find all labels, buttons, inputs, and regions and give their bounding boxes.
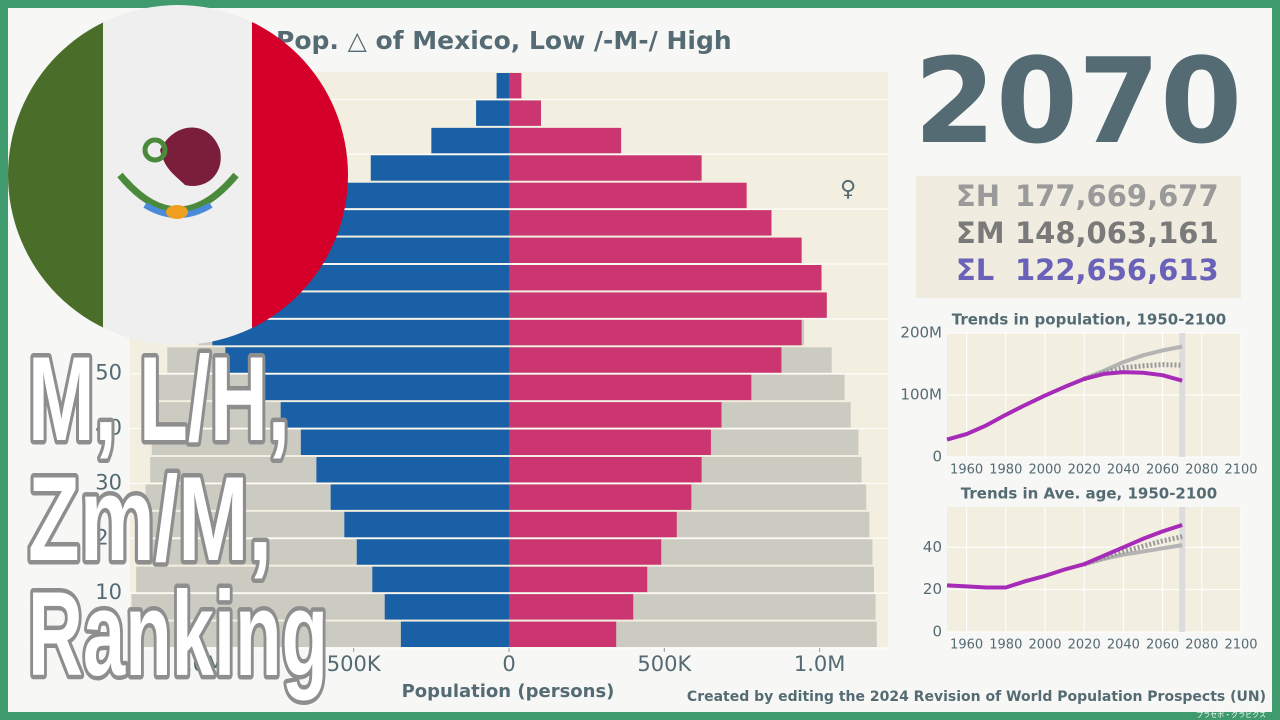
y-tick-label: 20 [95, 525, 122, 549]
x-tick-label: 2080 [1185, 638, 1218, 653]
bar [372, 566, 509, 593]
x-tick-label: 1960 [950, 638, 983, 653]
bar [384, 594, 509, 620]
chart-title: Pop. △ of Mexico, Low /-M-/ High [276, 26, 732, 55]
y-tick-label: 30 [95, 470, 122, 494]
total-value: 148,063,161 [1015, 216, 1219, 250]
x-tick-label: 2040 [1107, 638, 1140, 653]
x-tick-label: 1960 [950, 463, 983, 478]
bar [509, 566, 648, 593]
bar [509, 292, 827, 318]
bar [509, 100, 541, 126]
bar [509, 182, 747, 209]
bar [509, 319, 802, 346]
y-tick-label: 0 [932, 448, 942, 466]
trend-line [946, 370, 1183, 442]
bar [509, 155, 702, 181]
current-year-band [1179, 507, 1186, 632]
credit: Created by editing the 2024 Revision of … [687, 689, 1266, 705]
x-tick-label: 2100 [1224, 463, 1257, 478]
y-tick-label: 40 [923, 538, 942, 556]
bar [316, 457, 509, 483]
y-tick-label: 50 [95, 361, 122, 385]
bar [320, 182, 509, 209]
bar [280, 402, 509, 428]
y-tick-label: 10 [95, 580, 122, 604]
overlay-line: M, L/H, [28, 332, 290, 466]
y-tick-label: 20 [923, 580, 942, 598]
x-tick-label: 2000 [1028, 638, 1061, 653]
bar [509, 265, 822, 291]
x-tick-label: 500K [327, 652, 382, 676]
x-tick-label: 2060 [1146, 463, 1179, 478]
x-tick-label: 2060 [1146, 638, 1179, 653]
trend-line [946, 523, 1183, 590]
bar [431, 127, 509, 154]
totals-box [916, 176, 1241, 298]
bar [225, 347, 509, 373]
x-tick-label: 0 [502, 652, 515, 676]
x-tick-label: 2080 [1185, 463, 1218, 478]
total-value: 122,656,613 [1015, 253, 1219, 287]
bar [509, 484, 692, 510]
bar [509, 402, 722, 428]
bar [509, 621, 617, 647]
overlay-text: M, L/H,Zm/M,Ranking [24, 328, 333, 706]
y-tick-label: 100M [900, 386, 942, 404]
totals: ΣH 177,669,677 ΣM 148,063,161 ΣL 122,656,613 [956, 179, 1219, 287]
x-tick-label: 500K [637, 652, 692, 676]
bar [400, 621, 509, 647]
bar [344, 511, 509, 538]
bar [509, 429, 711, 455]
y-tick-label: 0 [932, 623, 942, 641]
total-value: 177,669,677 [1015, 179, 1219, 213]
chart-subtitle: Trends in Ave. age, 1950-2100 [961, 485, 1217, 503]
overlay-line: Ranking [28, 567, 328, 701]
bar [509, 511, 677, 538]
bar [509, 237, 802, 263]
x-tick-label: 2000 [1028, 463, 1061, 478]
total-label: ΣM [956, 216, 1005, 250]
bar [509, 374, 752, 401]
bar [330, 484, 509, 510]
year: 2070 [914, 32, 1242, 170]
x-tick-label: 2100 [1224, 638, 1257, 653]
x-tick-label: 1980 [989, 463, 1022, 478]
total-label: ΣH [956, 179, 1000, 213]
plot-area [947, 507, 1241, 632]
x-tick-label: 1.0M [173, 652, 225, 676]
bar [509, 127, 622, 154]
charts: 01020304050607080901001.0M500K0500K1.0MT… [82, 72, 1258, 676]
bar [370, 155, 509, 181]
chart-subtitle: Trends in population, 1950-2100 [952, 311, 1226, 329]
x-tick-label: 2020 [1068, 463, 1101, 478]
x-tick-label: 1.0M [794, 652, 846, 676]
female-symbol: ♀ [840, 177, 856, 202]
bar [251, 374, 509, 401]
bar [300, 429, 509, 455]
bar [509, 73, 522, 99]
x-tick-label: 2020 [1068, 638, 1101, 653]
y-tick-label: 0 [109, 635, 122, 659]
x-tick-label: 1980 [989, 638, 1022, 653]
bar [212, 319, 509, 346]
x-axis-label: Population (persons) [402, 681, 615, 702]
bar [509, 594, 634, 620]
x-tick-label: 2040 [1107, 463, 1140, 478]
bar [509, 457, 702, 483]
watermark: プラセボ・グラビクス [1196, 710, 1266, 719]
bar [509, 539, 662, 565]
total-label: ΣL [956, 253, 994, 287]
y-tick-label: 40 [95, 416, 122, 440]
bar [476, 100, 509, 126]
bar [509, 347, 782, 373]
bar [509, 210, 772, 236]
overlay-line: Zm/M, [28, 452, 272, 586]
bar [356, 539, 509, 565]
current-year-band [1179, 333, 1186, 457]
y-tick-label: 200M [900, 324, 942, 342]
bar [496, 73, 509, 99]
